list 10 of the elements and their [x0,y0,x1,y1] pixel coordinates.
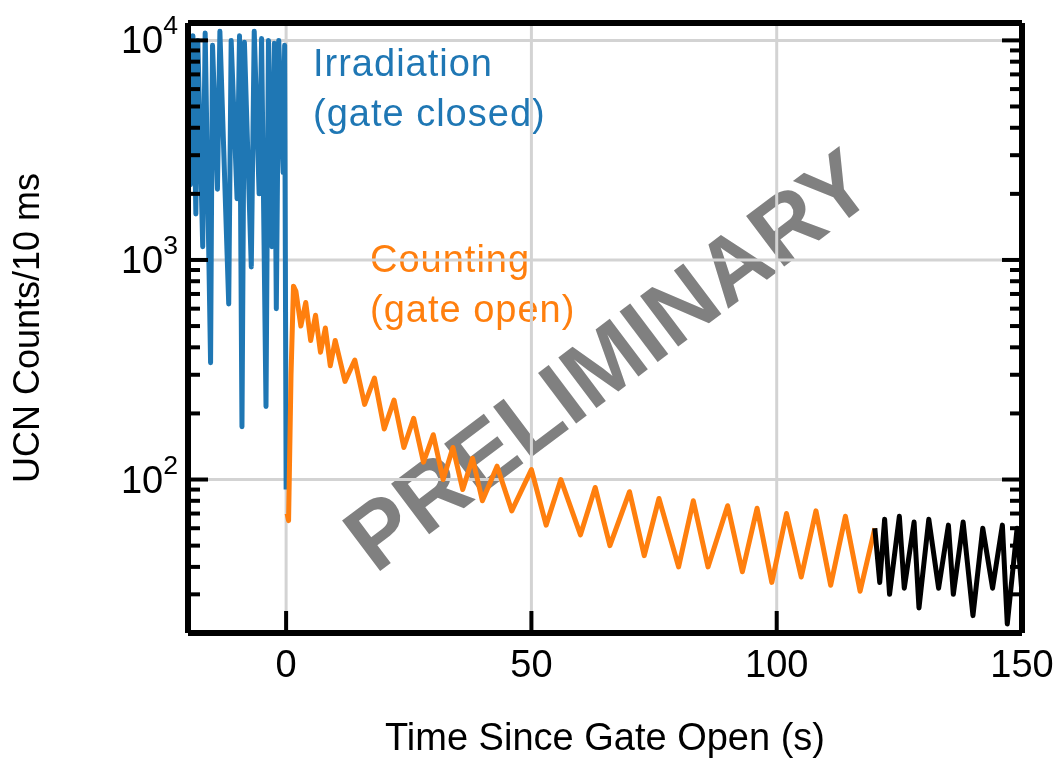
series-label: Irradiation (gate closed) [313,41,546,136]
x-tick-label: 150 [990,643,1054,685]
y-tick-label: 10$^{3}$ [120,229,178,281]
y-axis-title: UCN Counts/10 ms [5,172,47,484]
x-tick-label: 100 [745,643,809,685]
y-tick-label: 10$^{4}$ [120,10,179,62]
x-axis-title: Time Since Gate Open (s) [385,716,825,758]
y-tick-label: 10$^{2}$ [120,449,178,501]
x-tick-label: 0 [275,643,297,685]
x-tick-label: 50 [510,643,553,685]
